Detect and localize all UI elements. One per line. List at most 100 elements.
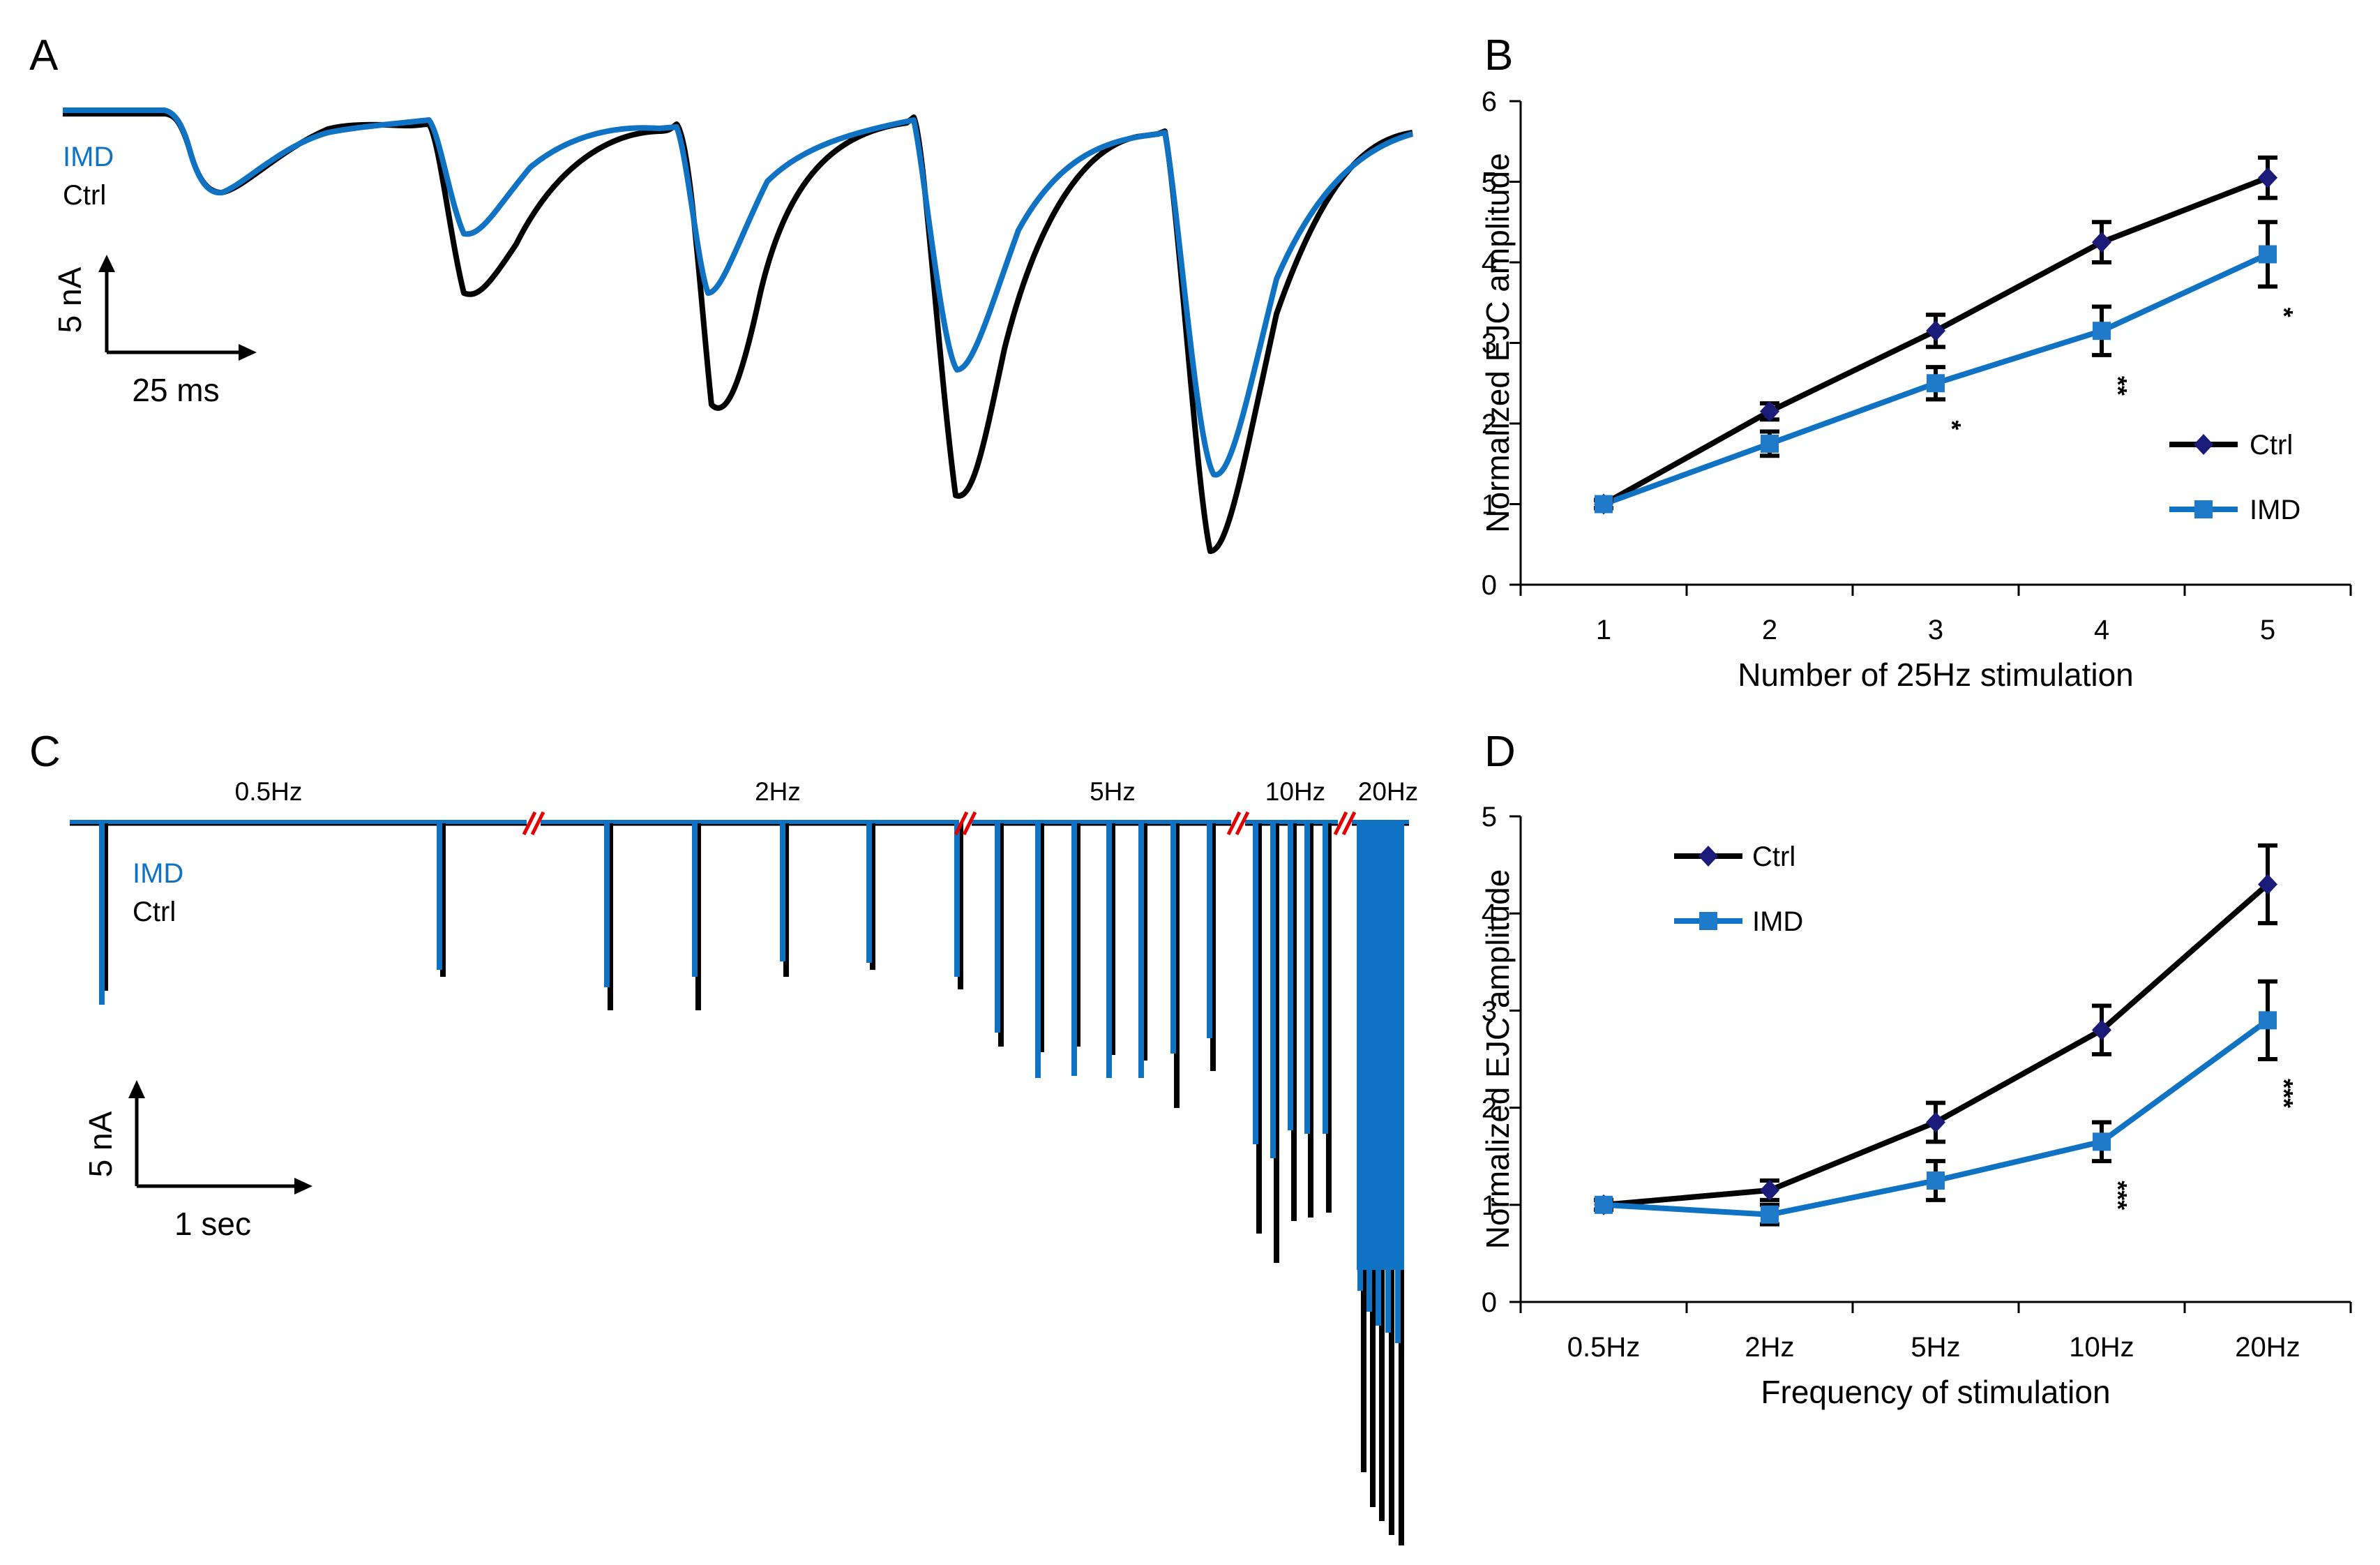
- data-point-imd: [1595, 495, 1613, 514]
- y-tick-label: 0: [1482, 570, 1497, 601]
- panel-c-legend-imd: IMD: [133, 858, 183, 889]
- data-point-imd: [2093, 322, 2111, 340]
- y-tick-label: 4: [1482, 248, 1497, 278]
- significance-marker: ***: [2104, 1181, 2132, 1210]
- data-point-ctrl: [1926, 1111, 1945, 1133]
- panel-a-scale-x-label: 25 ms: [132, 372, 219, 408]
- data-point-imd: [1927, 374, 1945, 393]
- axis-break-mark: [954, 811, 977, 836]
- x-tick-label: 2: [1762, 615, 1777, 645]
- data-point-ctrl: [2258, 874, 2277, 895]
- legend-label: Ctrl: [1752, 841, 1795, 872]
- legend-label: Ctrl: [2250, 430, 2293, 460]
- y-axis-title: Normalized EJC amplitude: [1479, 869, 1516, 1250]
- x-tick-label: 1: [1596, 615, 1611, 645]
- panel-c: C IMD Ctrl 0.5Hz 2Hz 5Hz 10Hz 20Hz 5 nA …: [29, 728, 1418, 1545]
- panel-c-traces: [70, 811, 1409, 1545]
- break-stroke: [962, 811, 977, 836]
- y-tick-label: 2: [1482, 1093, 1497, 1124]
- data-point-ctrl: [2092, 232, 2111, 253]
- panel-d: D 0 1 2 3 4 5 0.5Hz 2Hz 5Hz 10Hz 20Hz Frequency of …: [1479, 728, 2352, 1410]
- y-tick-label: 1: [1482, 1190, 1497, 1221]
- x-tick-label: 10Hz: [2069, 1332, 2134, 1363]
- data-point-imd: [2093, 1132, 2111, 1151]
- freq-label-0-5hz: 0.5Hz: [235, 777, 303, 806]
- freq-label-5hz: 5Hz: [1090, 777, 1136, 806]
- legend-ctrl: Ctrl: [2169, 430, 2293, 460]
- x-tick-label: 5Hz: [1911, 1332, 1960, 1363]
- legend-marker: [2194, 500, 2213, 518]
- x-axis-title: Number of 25Hz stimulation: [1738, 657, 2134, 693]
- panel-a-legend-ctrl: Ctrl: [63, 180, 106, 211]
- data-point-imd: [2259, 245, 2277, 264]
- data-point-imd: [2259, 1011, 2277, 1030]
- data-point-ctrl: [1926, 320, 1945, 342]
- data-point-ctrl: [1760, 400, 1779, 422]
- imd-burst-20hz: [1357, 823, 1404, 1270]
- axis-break-mark: [1226, 811, 1250, 836]
- y-tick-label: 0: [1482, 1287, 1497, 1318]
- significance-marker: *: [2270, 308, 2298, 317]
- break-stroke: [1226, 811, 1242, 836]
- break-stroke: [1333, 811, 1348, 836]
- legend-ctrl: Ctrl: [1674, 841, 1795, 872]
- panel-c-scale-x-label: 1 sec: [174, 1206, 251, 1242]
- break-stroke: [1341, 811, 1357, 836]
- x-axis-title: Frequency of stimulation: [1761, 1374, 2110, 1410]
- data-point-imd: [1761, 434, 1779, 453]
- panel-a-scale-y-label: 5 nA: [52, 267, 88, 333]
- x-tick-label: 2Hz: [1745, 1332, 1794, 1363]
- panel-b-label: B: [1484, 31, 1513, 80]
- data-point-imd: [1761, 1205, 1779, 1224]
- y-tick-label: 5: [1482, 167, 1497, 198]
- freq-label-2hz: 2Hz: [755, 777, 801, 806]
- x-tick-label: 20Hz: [2235, 1332, 2300, 1363]
- data-point-imd: [1595, 1195, 1613, 1214]
- y-tick-label: 2: [1482, 409, 1497, 440]
- axis-break-mark: [1333, 811, 1357, 836]
- panel-a: A IMD Ctrl 5 nA 25 ms: [29, 31, 1414, 554]
- y-tick-label: 1: [1482, 490, 1497, 521]
- x-tick-label: 4: [2094, 615, 2109, 645]
- panel-a-legend-imd: IMD: [63, 142, 114, 172]
- panel-d-label: D: [1484, 728, 1516, 776]
- y-axis-title: Normalized EJC amplitude: [1479, 153, 1516, 533]
- panel-a-ctrl-trace: [63, 111, 1413, 554]
- panel-a-scale-bar: 5 nA 25 ms: [52, 255, 257, 408]
- freq-label-10hz: 10Hz: [1265, 777, 1325, 806]
- panel-c-legend-ctrl: Ctrl: [133, 897, 176, 927]
- significance-marker: *: [1938, 420, 1966, 430]
- legend-imd: IMD: [1674, 906, 1803, 937]
- panel-c-label: C: [29, 728, 61, 776]
- data-point-ctrl: [1760, 1179, 1779, 1201]
- axis-break-mark: [522, 811, 545, 836]
- data-point-imd: [1927, 1171, 1945, 1190]
- y-tick-label: 4: [1482, 899, 1497, 929]
- chart-d: 0 1 2 3 4 5 0.5Hz 2Hz 5Hz 10Hz 20Hz Frequency of st…: [1479, 802, 2352, 1410]
- legend-label: IMD: [2250, 495, 2300, 525]
- y-tick-label: 3: [1482, 996, 1497, 1026]
- data-point-ctrl: [2092, 1019, 2111, 1041]
- data-point-ctrl: [2258, 167, 2277, 188]
- legend-marker: [2194, 434, 2213, 455]
- x-tick-label: 0.5Hz: [1567, 1332, 1641, 1363]
- y-tick-label: 5: [1482, 802, 1497, 832]
- significance-marker: ***: [2270, 1079, 2298, 1108]
- panel-b: B 0 1 2 3 4 5 6 1 2 3 4 5 Number of 25Hz stimulation…: [1479, 31, 2352, 693]
- panel-c-scale-y-label: 5 nA: [82, 1111, 119, 1177]
- significance-marker: **: [2104, 376, 2132, 396]
- legend-imd: IMD: [2169, 495, 2300, 525]
- y-tick-label: 3: [1482, 329, 1497, 359]
- panel-a-label: A: [29, 31, 59, 80]
- panel-c-scale-bar: 5 nA 1 sec: [82, 1080, 312, 1242]
- legend-marker: [1699, 912, 1717, 930]
- freq-label-20hz: 20Hz: [1358, 777, 1418, 806]
- x-tick-label: 5: [2260, 615, 2275, 645]
- chart-b: 0 1 2 3 4 5 6 1 2 3 4 5 Number of 25Hz stimulation No…: [1479, 87, 2352, 693]
- series-line-ctrl: [1603, 882, 2270, 1208]
- panel-a-imd-trace: [63, 107, 1414, 478]
- break-stroke: [1235, 811, 1250, 836]
- y-tick-label: 6: [1482, 87, 1497, 117]
- legend-label: IMD: [1752, 906, 1803, 937]
